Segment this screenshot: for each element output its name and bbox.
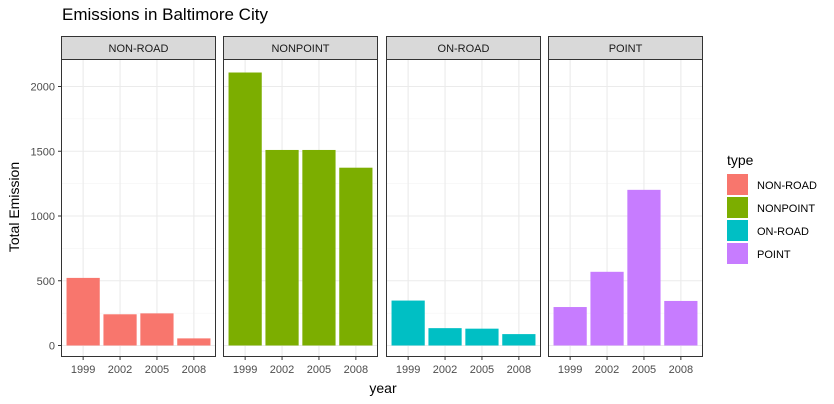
legend-key-non-road — [727, 174, 748, 195]
facet-point: POINT 1999 2002 2005 2008 — [548, 36, 703, 376]
x-tick-label: 2005 — [307, 364, 331, 376]
y-tick-label: 1000 — [31, 211, 55, 223]
chart-title: Emissions in Baltimore City — [62, 5, 268, 24]
bar-nonpoint-2005 — [302, 149, 336, 346]
facet-strip-label: NONPOINT — [271, 43, 329, 55]
facet-strip — [548, 36, 703, 60]
bar-on-road-2008 — [502, 334, 536, 346]
x-tick-label: 2008 — [182, 364, 206, 376]
x-tick-label: 2008 — [344, 364, 368, 376]
bar-point-2008 — [664, 300, 698, 346]
legend-key-nonpoint — [727, 197, 748, 218]
y-tick-label: 1500 — [31, 146, 55, 158]
bar-point-1999 — [553, 307, 587, 346]
x-tick-label: 2005 — [470, 364, 494, 376]
bar-point-2005 — [627, 189, 661, 346]
legend-label: NON-ROAD — [757, 180, 817, 192]
bar-non-road-2008 — [177, 338, 211, 346]
bar-on-road-2002 — [428, 328, 462, 346]
legend: type NON-ROAD NONPOINT ON-ROAD POINT — [727, 152, 817, 264]
x-tick-label: 2005 — [145, 364, 169, 376]
facet-panels: NON-ROAD 1999 2002 2005 2008 NONPOINT 1999 2002… — [61, 36, 703, 376]
x-tick-label: 1999 — [233, 364, 257, 376]
facet-strip-label: NON-ROAD — [109, 43, 169, 55]
legend-label: NONPOINT — [757, 203, 815, 215]
facet-strip — [386, 36, 541, 60]
facet-strip — [61, 36, 216, 60]
x-tick-label: 2005 — [632, 364, 656, 376]
facet-on-road: ON-ROAD 1999 2002 2005 2008 — [386, 36, 541, 376]
facet-strip-label: ON-ROAD — [438, 43, 490, 55]
bar-non-road-2002 — [103, 314, 137, 346]
bar-nonpoint-2002 — [265, 149, 299, 346]
bar-non-road-2005 — [140, 313, 174, 346]
y-tick-label: 2000 — [31, 82, 55, 94]
y-axis: 0 500 1000 1500 2000 — [31, 82, 61, 353]
bar-non-road-1999 — [66, 277, 100, 346]
x-tick-label: 2008 — [669, 364, 693, 376]
legend-key-on-road — [727, 220, 748, 241]
bar-on-road-2005 — [465, 328, 499, 346]
bar-on-road-1999 — [391, 300, 425, 346]
legend-label: ON-ROAD — [757, 226, 809, 238]
x-tick-label: 1999 — [396, 364, 420, 376]
y-axis-title: Total Emission — [6, 162, 22, 252]
x-tick-label: 2002 — [433, 364, 457, 376]
x-tick-label: 2002 — [595, 364, 619, 376]
facet-non-road: NON-ROAD 1999 2002 2005 2008 — [61, 36, 216, 376]
bar-nonpoint-2008 — [339, 167, 373, 346]
legend-title: type — [727, 152, 754, 168]
x-tick-label: 2008 — [507, 364, 531, 376]
facet-nonpoint: NONPOINT 1999 2002 2005 2008 — [223, 36, 378, 376]
x-tick-label: 1999 — [558, 364, 582, 376]
bar-nonpoint-1999 — [228, 72, 262, 346]
facet-strip-label: POINT — [609, 43, 643, 55]
legend-label: POINT — [757, 249, 791, 261]
y-tick-label: 500 — [37, 276, 55, 288]
legend-key-point — [727, 243, 748, 264]
facet-strip — [223, 36, 378, 60]
bar-point-2002 — [590, 271, 624, 346]
x-tick-label: 2002 — [108, 364, 132, 376]
x-tick-label: 2002 — [270, 364, 294, 376]
x-axis-title: year — [369, 380, 397, 396]
y-tick-label: 0 — [49, 341, 55, 353]
x-tick-label: 1999 — [71, 364, 95, 376]
